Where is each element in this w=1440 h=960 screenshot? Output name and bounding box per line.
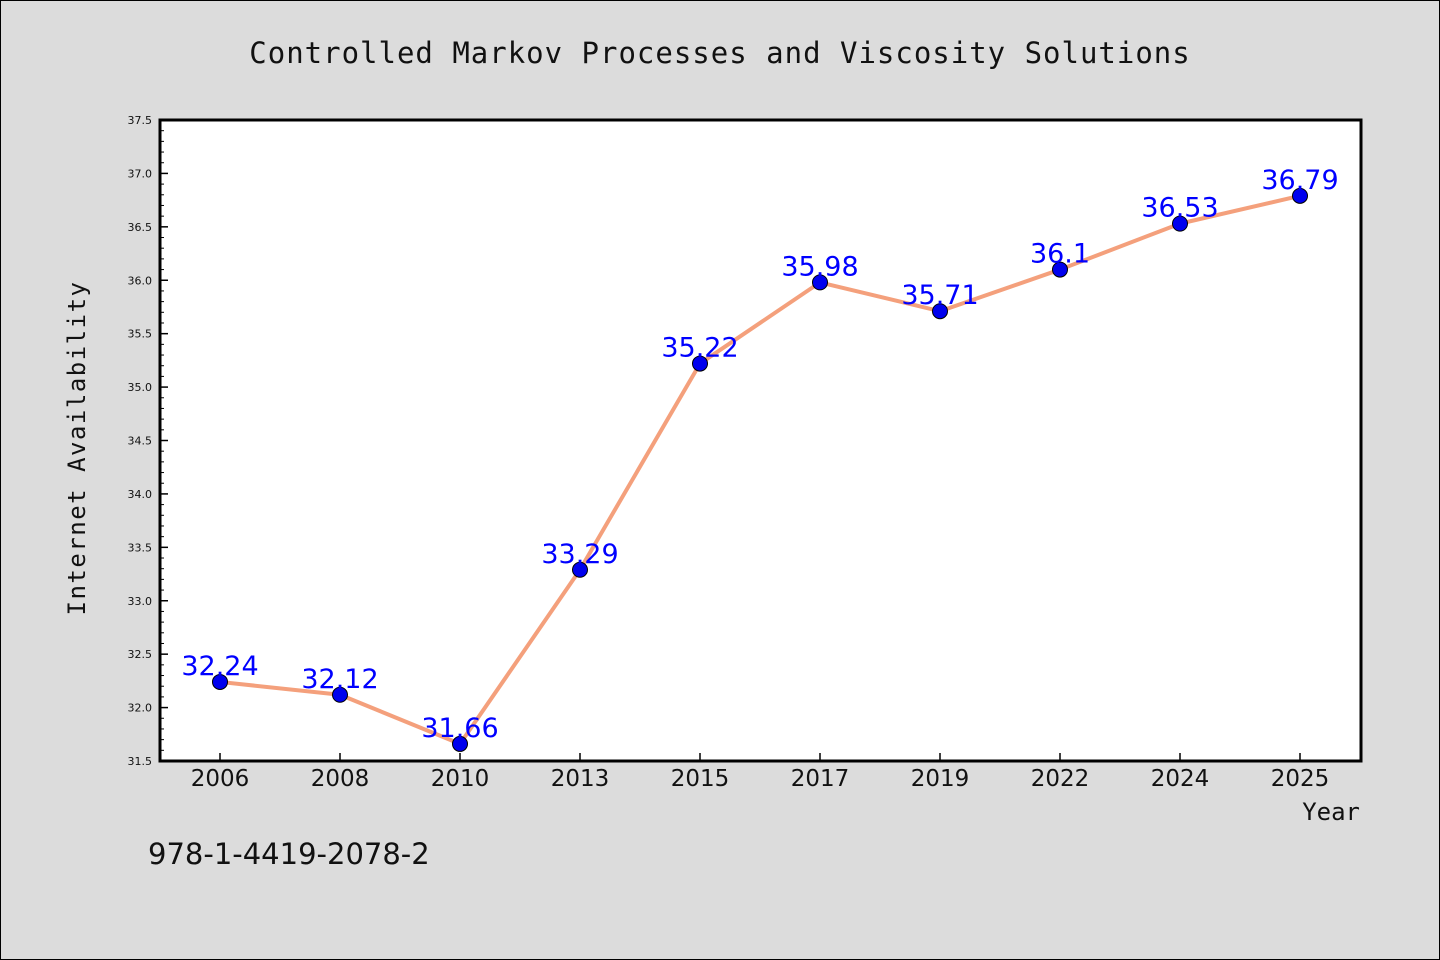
x-tick-label: 2006 xyxy=(191,766,250,792)
y-tick-label: 36.5 xyxy=(128,221,153,234)
data-label: 35.22 xyxy=(661,333,738,364)
x-tick-label: 2008 xyxy=(311,766,370,792)
x-tick-label: 2022 xyxy=(1031,766,1090,792)
y-tick-label: 37.0 xyxy=(128,167,153,180)
x-axis: 2006 2008 2010 2013 2015 2017 2019 2022 2024 2025 xyxy=(191,753,1330,792)
data-point xyxy=(1172,215,1188,232)
y-tick-label: 35.5 xyxy=(128,328,153,341)
x-tick-label: 2024 xyxy=(1151,766,1210,792)
data-point xyxy=(692,355,708,372)
data-point xyxy=(212,673,228,690)
chart-title: Controlled Markov Processes and Viscosit… xyxy=(249,36,1190,70)
data-point xyxy=(1292,187,1308,204)
data-label: 31.66 xyxy=(421,713,498,744)
y-tick-label: 32.5 xyxy=(128,648,153,661)
y-tick-label: 34.5 xyxy=(128,435,153,448)
data-point xyxy=(452,735,468,752)
x-tick-label: 2015 xyxy=(671,766,730,792)
y-tick-label: 35.0 xyxy=(128,381,153,394)
y-tick-label: 33.0 xyxy=(128,595,153,608)
data-point xyxy=(332,686,348,703)
y-tick-label: 34.0 xyxy=(128,488,153,501)
x-tick-label: 2025 xyxy=(1271,766,1330,792)
series-markers xyxy=(212,187,1308,752)
y-tick-label: 32.0 xyxy=(128,702,153,715)
y-axis-label: Internet Availability xyxy=(63,281,91,616)
x-tick-label: 2019 xyxy=(911,766,970,792)
y-tick-label: 33.5 xyxy=(128,541,153,554)
data-label: 35.71 xyxy=(901,280,978,311)
y-axis: 31.5 32.0 32.5 33.0 33.5 34.0 34.5 35.0 35.5 36.0… xyxy=(128,114,168,768)
y-tick-label: 36.0 xyxy=(128,274,153,287)
data-label: 36.53 xyxy=(1141,193,1218,224)
data-label: 35.98 xyxy=(781,251,858,282)
data-label: 32.24 xyxy=(181,651,258,682)
data-point xyxy=(572,561,588,578)
x-tick-label: 2017 xyxy=(791,766,850,792)
data-label: 36.79 xyxy=(1261,165,1338,196)
data-label: 36.1 xyxy=(1030,239,1090,270)
y-tick-label: 31.5 xyxy=(128,755,153,768)
x-tick-label: 2010 xyxy=(431,766,490,792)
data-point xyxy=(812,274,828,291)
x-axis-label: Year xyxy=(1302,798,1360,826)
data-point xyxy=(932,303,948,320)
data-label: 32.12 xyxy=(301,664,378,695)
data-point xyxy=(1052,261,1068,278)
y-tick-label: 37.5 xyxy=(128,114,153,127)
plot-area xyxy=(158,118,1363,763)
x-tick-label: 2013 xyxy=(551,766,610,792)
series-line xyxy=(219,193,1301,746)
isbn-text: 978-1-4419-2078-2 xyxy=(148,837,430,871)
data-labels: 32.24 32.12 31.66 33.29 35.22 35.98 35.71 36.1 3… xyxy=(181,165,1338,744)
data-label: 33.29 xyxy=(541,539,618,570)
